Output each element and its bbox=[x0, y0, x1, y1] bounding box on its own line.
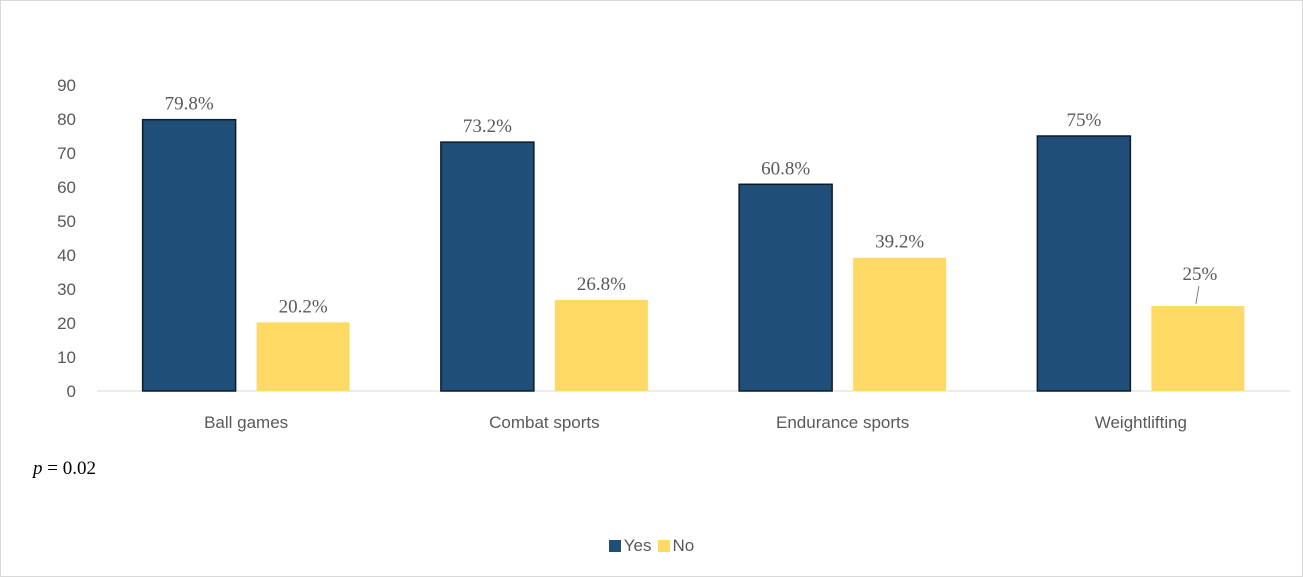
legend-item-yes: Yes bbox=[608, 536, 652, 556]
p-value-text: = 0.02 bbox=[42, 458, 96, 479]
bar-no bbox=[1151, 306, 1245, 391]
y-tick-label: 20 bbox=[57, 314, 76, 333]
bar-no bbox=[256, 322, 350, 391]
p-value-annotation: p = 0.02 bbox=[33, 458, 96, 480]
data-label-no: 20.2% bbox=[279, 296, 328, 317]
y-tick-label: 0 bbox=[67, 382, 76, 401]
y-tick-label: 80 bbox=[57, 110, 76, 129]
legend-swatch-no bbox=[657, 540, 670, 552]
y-tick-label: 50 bbox=[57, 212, 76, 231]
bar-no bbox=[853, 257, 947, 391]
x-category-label: Weightlifting bbox=[1095, 413, 1187, 432]
bar-yes bbox=[1036, 135, 1132, 392]
bar-yes bbox=[738, 183, 833, 392]
y-tick-label: 60 bbox=[57, 178, 76, 197]
data-label-yes: 60.8% bbox=[761, 158, 810, 179]
data-label-yes: 73.2% bbox=[463, 116, 512, 137]
data-label-no: 39.2% bbox=[875, 232, 924, 253]
legend-item-no: No bbox=[657, 536, 695, 556]
data-label-no: 25% bbox=[1182, 264, 1217, 285]
legend: Yes No bbox=[0, 536, 1303, 556]
y-tick-label: 70 bbox=[57, 144, 76, 163]
y-tick-label: 10 bbox=[57, 348, 76, 367]
leader-line bbox=[1195, 285, 1200, 305]
bar-yes bbox=[440, 141, 535, 392]
y-tick-label: 40 bbox=[57, 246, 76, 265]
x-category-label: Combat sports bbox=[489, 413, 600, 432]
data-label-yes: 75% bbox=[1066, 110, 1101, 131]
y-tick-label: 90 bbox=[57, 76, 76, 95]
legend-label-no: No bbox=[672, 536, 695, 555]
x-category-label: Ball games bbox=[204, 413, 288, 432]
bar-yes bbox=[141, 118, 237, 392]
bar-no bbox=[554, 299, 648, 391]
legend-label-yes: Yes bbox=[623, 536, 652, 555]
data-label-yes: 79.8% bbox=[165, 94, 214, 115]
x-category-label: Endurance sports bbox=[776, 413, 909, 432]
p-symbol: p bbox=[33, 458, 43, 479]
legend-swatch-yes bbox=[608, 540, 621, 552]
data-label-no: 26.8% bbox=[577, 274, 626, 295]
y-tick-label: 30 bbox=[57, 280, 76, 299]
